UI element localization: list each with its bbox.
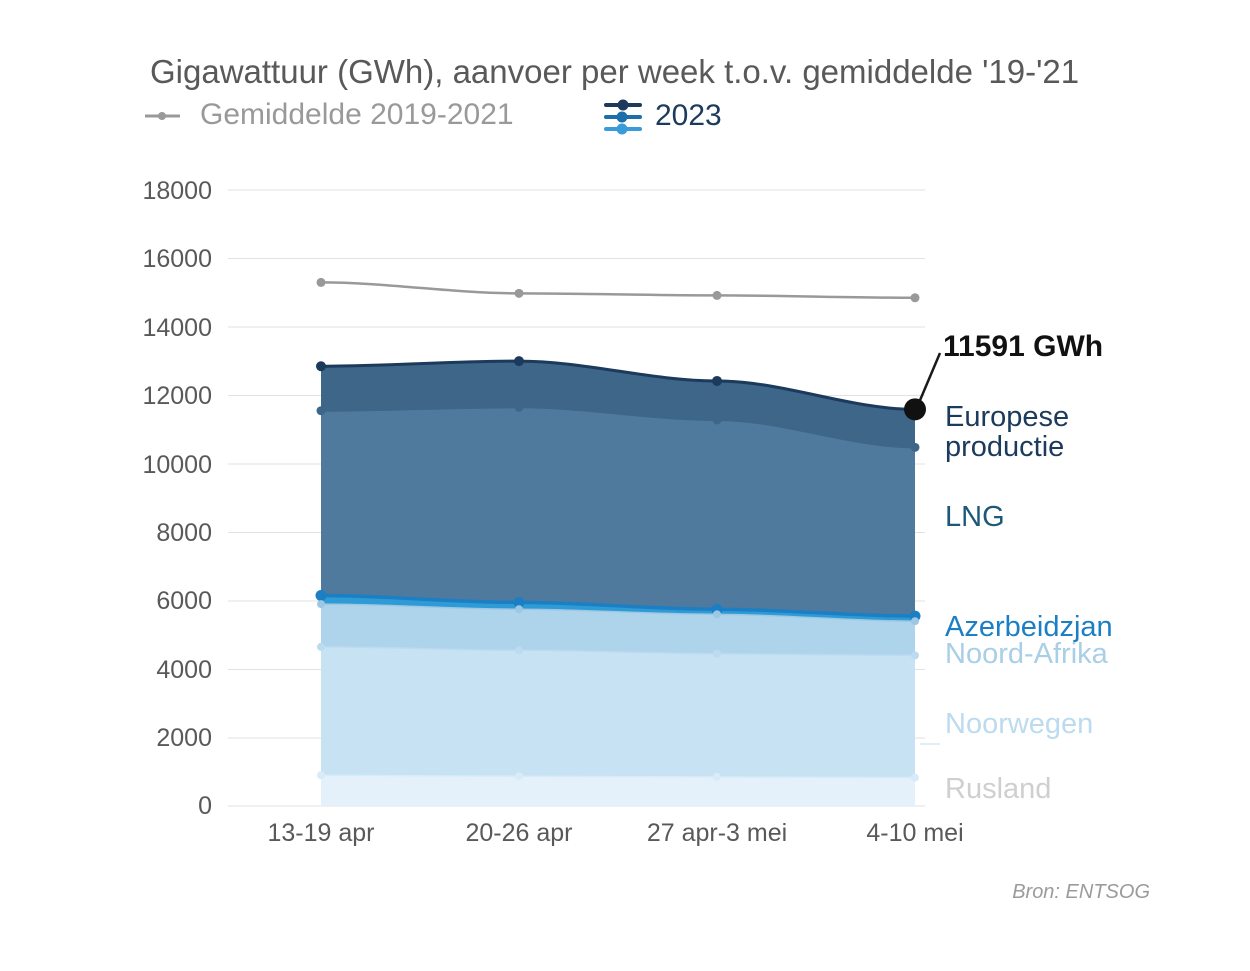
svg-text:16000: 16000 — [142, 245, 212, 273]
svg-text:0: 0 — [198, 792, 212, 820]
svg-text:11591 GWh: 11591 GWh — [943, 330, 1103, 363]
svg-text:productie: productie — [945, 431, 1064, 463]
svg-text:6000: 6000 — [156, 587, 212, 615]
svg-text:2000: 2000 — [156, 724, 212, 752]
svg-text:Bron: ENTSOG: Bron: ENTSOG — [1012, 881, 1150, 903]
svg-text:13-19 apr: 13-19 apr — [267, 819, 374, 847]
svg-text:Gemiddelde 2019-2021: Gemiddelde 2019-2021 — [200, 98, 514, 131]
svg-text:Europese: Europese — [945, 401, 1069, 433]
svg-text:Noorwegen: Noorwegen — [945, 708, 1093, 740]
svg-text:14000: 14000 — [142, 314, 212, 342]
svg-text:12000: 12000 — [142, 382, 212, 410]
svg-text:Gigawattuur (GWh), aanvoer per: Gigawattuur (GWh), aanvoer per week t.o.… — [150, 53, 1079, 90]
svg-text:Noord-Afrika: Noord-Afrika — [945, 638, 1109, 670]
svg-text:10000: 10000 — [142, 451, 212, 479]
svg-text:4-10 mei: 4-10 mei — [866, 819, 963, 847]
svg-text:LNG: LNG — [945, 501, 1005, 533]
svg-text:8000: 8000 — [156, 519, 212, 547]
svg-text:20-26 apr: 20-26 apr — [465, 819, 572, 847]
svg-text:Rusland: Rusland — [945, 773, 1051, 805]
svg-text:18000: 18000 — [142, 177, 212, 205]
svg-text:2023: 2023 — [655, 99, 722, 132]
svg-text:27 apr-3 mei: 27 apr-3 mei — [647, 819, 787, 847]
svg-text:4000: 4000 — [156, 656, 212, 684]
